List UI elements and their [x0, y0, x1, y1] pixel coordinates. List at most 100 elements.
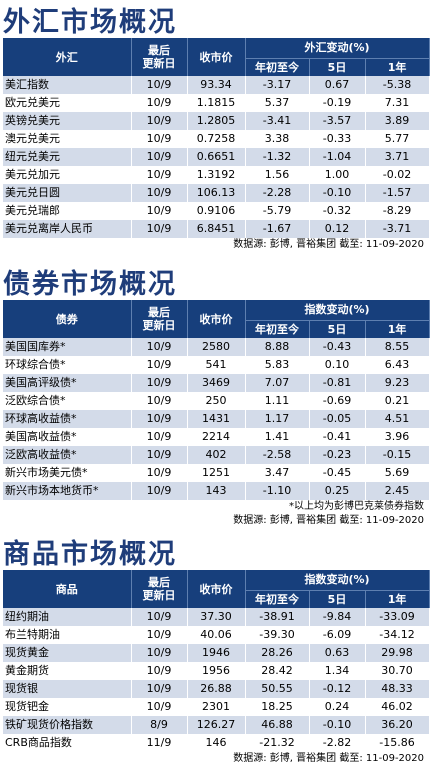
fx-source: 数据源: 彭博, 晋裕集团 截至: 11-09-2020 — [233, 239, 424, 250]
row-1y: 36.20 — [365, 716, 430, 734]
row-name: 美元兑加元 — [3, 166, 132, 184]
fx-header-5d: 5日 — [309, 57, 366, 76]
row-close: 0.7258 — [187, 130, 246, 148]
row-name: 纽元兑美元 — [3, 148, 132, 166]
row-date: 10/9 — [131, 608, 188, 626]
row-5d: -0.19 — [309, 94, 366, 112]
row-5d: -0.10 — [309, 184, 366, 202]
row-ytd: 1.41 — [245, 428, 310, 446]
row-5d: -0.10 — [309, 716, 366, 734]
table-row: 纽元兑美元 10/9 0.6651 -1.32 -1.04 3.71 — [3, 148, 430, 166]
row-ytd: 3.38 — [245, 130, 310, 148]
row-name: 美国高收益债* — [3, 428, 132, 446]
row-5d: 1.34 — [309, 662, 366, 680]
commodity-header-date: 最后 更新日 — [131, 570, 188, 608]
row-ytd: 5.83 — [245, 356, 310, 374]
row-date: 10/9 — [131, 626, 188, 644]
row-name: 环球综合债* — [3, 356, 132, 374]
row-name: 欧元兑美元 — [3, 94, 132, 112]
row-ytd: 28.42 — [245, 662, 310, 680]
table-row: 铁矿现货价格指数 8/9 126.27 46.88 -0.10 36.20 — [3, 716, 430, 734]
bond-header-5d: 5日 — [309, 319, 366, 338]
row-1y: 48.33 — [365, 680, 430, 698]
row-ytd: -2.58 — [245, 446, 310, 464]
table-row: CRB商品指数 11/9 146 -21.32 -2.82 -15.86 — [3, 734, 430, 752]
row-close: 6.8451 — [187, 220, 246, 238]
row-close: 541 — [187, 356, 246, 374]
row-ytd: -21.32 — [245, 734, 310, 752]
fx-title: 外汇市场概况 — [0, 0, 432, 38]
row-5d: -0.23 — [309, 446, 366, 464]
row-5d: -6.09 — [309, 626, 366, 644]
row-date: 10/9 — [131, 680, 188, 698]
row-1y: 5.77 — [365, 130, 430, 148]
row-5d: -0.69 — [309, 392, 366, 410]
row-date: 10/9 — [131, 392, 188, 410]
commodity-source: 数据源: 彭博, 晋裕集团 截至: 11-09-2020 — [233, 753, 424, 764]
row-ytd: 7.07 — [245, 374, 310, 392]
table-row: 英镑兑美元 10/9 1.2805 -3.41 -3.57 3.89 — [3, 112, 430, 130]
table-row: 新兴市场本地货币* 10/9 143 -1.10 0.25 2.45 — [3, 482, 430, 500]
row-close: 0.9106 — [187, 202, 246, 220]
table-row: 现货银 10/9 26.88 50.55 -0.12 48.33 — [3, 680, 430, 698]
commodity-header-ytd: 年初至今 — [245, 589, 310, 608]
row-5d: -0.12 — [309, 680, 366, 698]
commodity-header-close: 收市价 — [187, 570, 246, 608]
row-ytd: -1.32 — [245, 148, 310, 166]
row-name: 现货钯金 — [3, 698, 132, 716]
row-name: 澳元兑美元 — [3, 130, 132, 148]
row-ytd: 50.55 — [245, 680, 310, 698]
table-row: 美元兑离岸人民币 10/9 6.8451 -1.67 0.12 -3.71 — [3, 220, 430, 238]
row-ytd: 18.25 — [245, 698, 310, 716]
commodity-title: 商品市场概况 — [0, 532, 432, 570]
row-name: 美国高评级债* — [3, 374, 132, 392]
table-row: 布兰特期油 10/9 40.06 -39.30 -6.09 -34.12 — [3, 626, 430, 644]
bond-header-change: 指数变动(%) — [245, 300, 430, 320]
row-1y: -1.57 — [365, 184, 430, 202]
row-close: 106.13 — [187, 184, 246, 202]
table-row: 现货黄金 10/9 1946 28.26 0.63 29.98 — [3, 644, 430, 662]
row-1y: 7.31 — [365, 94, 430, 112]
row-1y: -0.15 — [365, 446, 430, 464]
row-1y: 3.71 — [365, 148, 430, 166]
row-close: 143 — [187, 482, 246, 500]
fx-body: 美汇指数 10/9 93.34 -3.17 0.67 -5.38 欧元兑美元 10/9 1.18… — [3, 76, 430, 238]
row-date: 10/9 — [131, 112, 188, 130]
commodity-body: 纽约期油 10/9 37.30 -38.91 -9.84 -33.09 布兰特期油 10/9 4… — [3, 608, 430, 752]
bond-header-name: 债券 — [3, 300, 132, 338]
row-ytd: -2.28 — [245, 184, 310, 202]
bond-note: *以上均为彭博巴克莱债券指数 — [289, 501, 424, 512]
row-date: 10/9 — [131, 356, 188, 374]
commodity-header-1y: 1年 — [365, 589, 430, 608]
row-1y: 8.55 — [365, 338, 430, 356]
bond-table: 债券 最后 更新日 收市价 指数变动(%) 年初至今 5日 1年 美国国库券* 1… — [3, 300, 430, 500]
row-close: 250 — [187, 392, 246, 410]
row-name: 布兰特期油 — [3, 626, 132, 644]
row-ytd: -1.67 — [245, 220, 310, 238]
row-close: 1251 — [187, 464, 246, 482]
row-date: 10/9 — [131, 698, 188, 716]
fx-section: 外汇市场概况 外汇 最后 更新日 收市价 外汇变动(%) 年初至今 5日 1年 … — [0, 0, 432, 252]
row-close: 2301 — [187, 698, 246, 716]
row-date: 10/9 — [131, 644, 188, 662]
row-1y: 3.89 — [365, 112, 430, 130]
row-close: 1431 — [187, 410, 246, 428]
row-close: 1.1815 — [187, 94, 246, 112]
table-row: 现货钯金 10/9 2301 18.25 0.24 46.02 — [3, 698, 430, 716]
row-close: 3469 — [187, 374, 246, 392]
table-row: 美国高评级债* 10/9 3469 7.07 -0.81 9.23 — [3, 374, 430, 392]
row-ytd: 28.26 — [245, 644, 310, 662]
table-row: 美国国库券* 10/9 2580 8.88 -0.43 8.55 — [3, 338, 430, 356]
row-1y: 9.23 — [365, 374, 430, 392]
row-1y: -8.29 — [365, 202, 430, 220]
row-5d: 0.24 — [309, 698, 366, 716]
row-name: 铁矿现货价格指数 — [3, 716, 132, 734]
bond-header-date: 最后 更新日 — [131, 300, 188, 338]
row-close: 2214 — [187, 428, 246, 446]
row-5d: 0.10 — [309, 356, 366, 374]
row-date: 10/9 — [131, 662, 188, 680]
table-row: 澳元兑美元 10/9 0.7258 3.38 -0.33 5.77 — [3, 130, 430, 148]
row-date: 11/9 — [131, 734, 188, 752]
row-5d: -0.41 — [309, 428, 366, 446]
commodity-header-5d: 5日 — [309, 589, 366, 608]
